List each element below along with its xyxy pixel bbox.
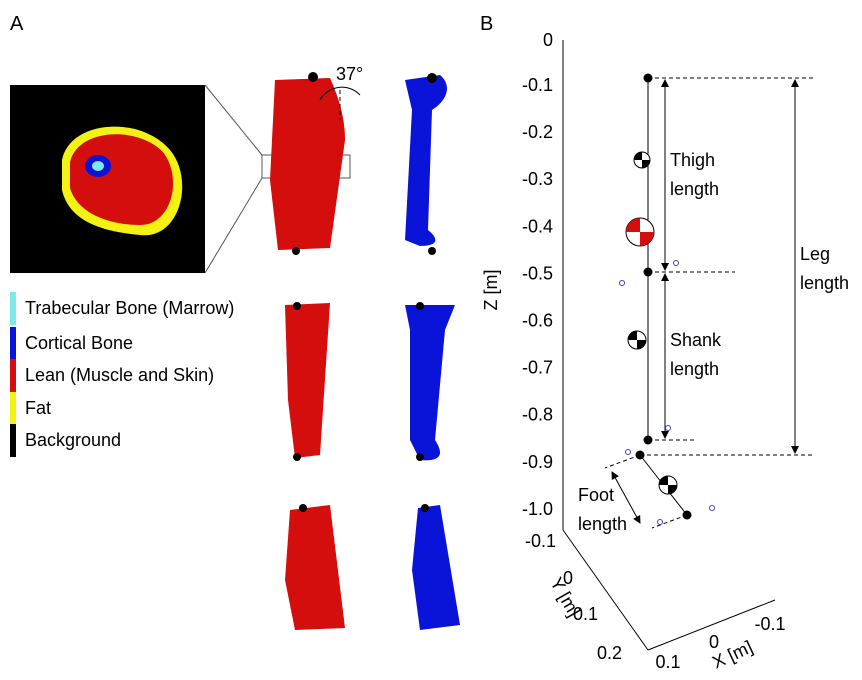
- z-tick-label: -0.1: [522, 75, 553, 95]
- com-quadrant: [637, 340, 646, 349]
- x-tick-label: 0.1: [655, 652, 680, 672]
- com-quadrant: [640, 232, 654, 246]
- y-tick-label: -0.1: [525, 531, 556, 551]
- panel-label: B: [480, 13, 493, 35]
- legend-swatch: [10, 327, 16, 360]
- z-tick-label: -0.7: [522, 358, 553, 378]
- legend-swatch: [10, 392, 16, 425]
- legend-label: Lean (Muscle and Skin): [25, 365, 214, 385]
- com-quadrant: [628, 331, 637, 340]
- annotation: Thigh: [670, 150, 715, 170]
- com-quadrant: [626, 218, 640, 232]
- com-quadrant: [634, 152, 642, 160]
- legend-swatch: [10, 359, 16, 392]
- x-tick-label: 0: [709, 632, 719, 652]
- legend-label: Background: [25, 430, 121, 450]
- y-tick-label: 0.2: [597, 643, 622, 663]
- z-tick-label: 0: [543, 30, 553, 50]
- com-symbol: [627, 330, 647, 350]
- com-symbol: [633, 151, 651, 169]
- annotation: length: [578, 514, 627, 534]
- y-tick-label: 0.1: [573, 604, 598, 624]
- legend-label: Cortical Bone: [25, 333, 133, 353]
- z-axis-label: Z [m]: [481, 270, 501, 311]
- foot-soft-tissue: [285, 505, 345, 630]
- z-tick-label: -0.6: [522, 311, 553, 331]
- com-quadrant: [668, 485, 677, 494]
- thigh-soft-tissue: [270, 78, 345, 250]
- panel-label: A: [10, 13, 24, 35]
- z-tick-label: -0.4: [522, 216, 553, 236]
- com-quadrant: [642, 160, 650, 168]
- legend-swatch: [10, 424, 16, 457]
- tibia: [405, 305, 455, 461]
- angle-label: 37°: [336, 64, 363, 84]
- z-tick-label: -1.0: [522, 499, 553, 519]
- annotation: length: [670, 359, 719, 379]
- annotation: length: [670, 179, 719, 199]
- com-symbol: [658, 475, 678, 495]
- legend-label: Trabecular Bone (Marrow): [25, 298, 234, 318]
- shank-soft-tissue: [285, 303, 330, 458]
- x-tick-label: -0.1: [754, 614, 785, 634]
- y-axis-label: Y [m]: [546, 574, 584, 620]
- com-quadrant: [659, 476, 668, 485]
- legend-swatch: [10, 292, 16, 325]
- legend-label: Fat: [25, 398, 51, 418]
- annotation: Shank: [670, 330, 722, 350]
- axes: [562, 40, 776, 651]
- joint-markers: [292, 72, 437, 512]
- y-tick-label: 0: [563, 568, 573, 588]
- z-tick-label: -0.5: [522, 263, 553, 283]
- femur: [405, 75, 447, 246]
- foot-bones: [412, 505, 460, 630]
- annotation: length: [800, 273, 849, 293]
- z-tick-label: -0.9: [522, 452, 553, 472]
- legend: Trabecular Bone (Marrow) Cortical Bone Lea…: [10, 292, 234, 457]
- annotation: Foot: [578, 485, 614, 505]
- com-symbol: [625, 217, 655, 247]
- z-tick-label: -0.8: [522, 405, 553, 425]
- z-tick-label: -0.3: [522, 169, 553, 189]
- z-tick-label: -0.2: [522, 122, 553, 142]
- plot: [604, 73, 815, 529]
- annotation: Leg: [800, 244, 830, 264]
